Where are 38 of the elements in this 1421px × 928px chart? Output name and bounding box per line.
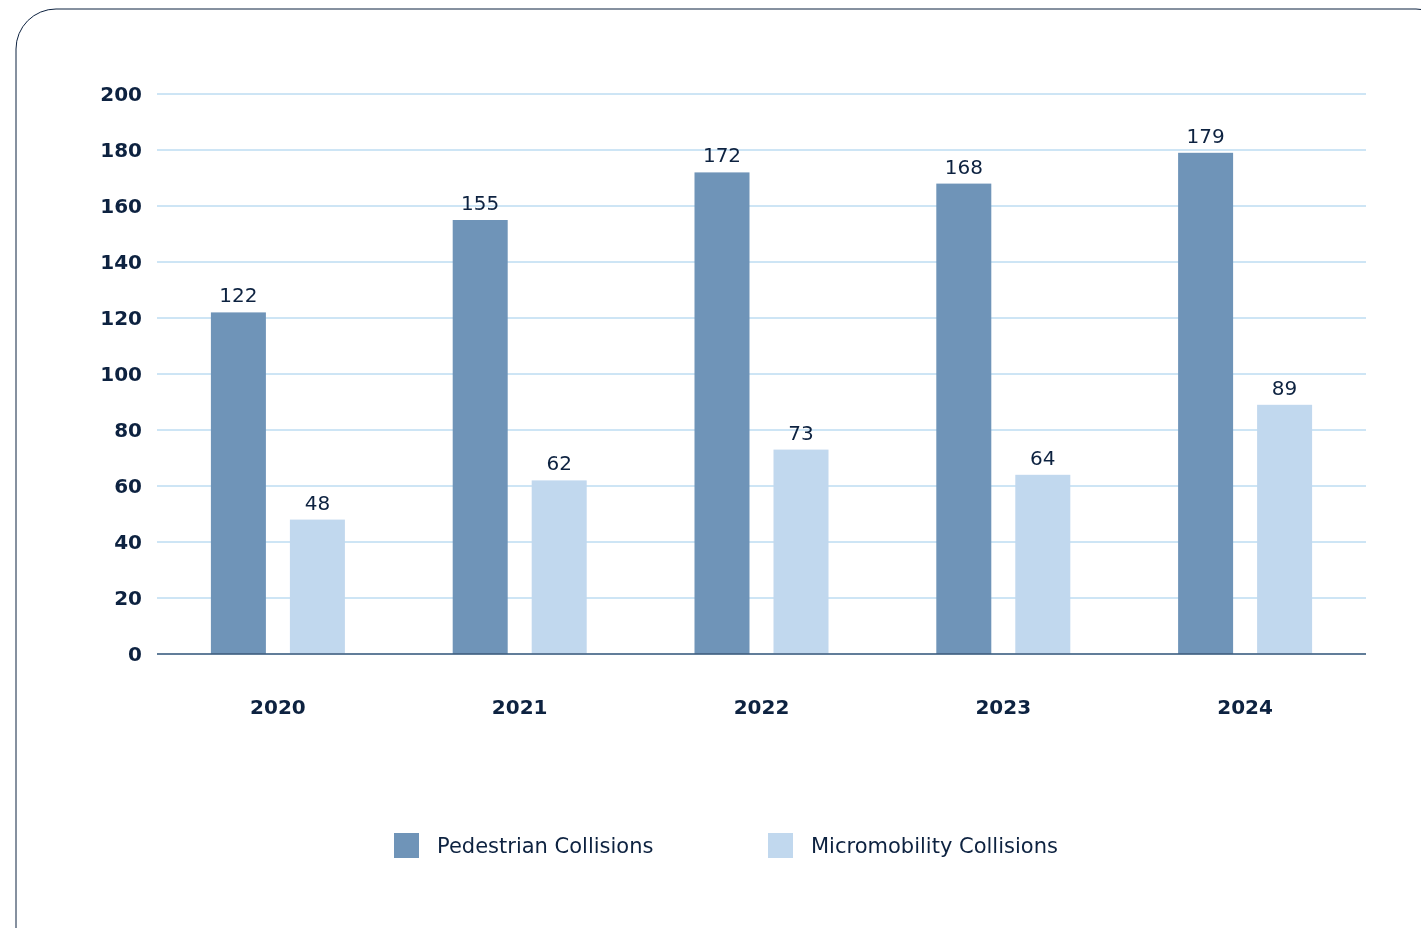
x-tick-label: 2023 bbox=[975, 695, 1032, 719]
bar bbox=[210, 312, 266, 654]
data-label: 179 bbox=[1186, 123, 1225, 148]
data-label: 168 bbox=[944, 154, 983, 179]
data-label: 155 bbox=[461, 191, 500, 215]
y-tick-label: 140 bbox=[100, 250, 142, 274]
x-tick-label: 2020 bbox=[250, 695, 306, 719]
x-tick-label: 2024 bbox=[1217, 695, 1273, 719]
legend-label: Pedestrian Collisions bbox=[437, 834, 654, 859]
y-tick-label: 120 bbox=[100, 306, 142, 330]
bar bbox=[289, 519, 345, 654]
bar bbox=[1257, 404, 1313, 654]
legend-label: Micromobility Collisions bbox=[811, 834, 1058, 859]
y-tick-label: 0 bbox=[128, 642, 142, 666]
data-label: 122 bbox=[219, 283, 258, 308]
bar bbox=[452, 220, 508, 654]
y-tick-label: 200 bbox=[100, 82, 142, 106]
data-label: 62 bbox=[546, 451, 572, 476]
data-label: 48 bbox=[304, 490, 331, 515]
y-tick-label: 100 bbox=[100, 362, 142, 386]
bar bbox=[1015, 474, 1071, 654]
data-label: 73 bbox=[788, 420, 814, 445]
data-label: 64 bbox=[1030, 445, 1056, 470]
bar bbox=[531, 480, 587, 654]
y-tick-label: 60 bbox=[114, 474, 142, 498]
y-tick-label: 80 bbox=[114, 418, 142, 442]
x-tick-label: 2022 bbox=[733, 695, 790, 719]
bar bbox=[773, 449, 829, 654]
data-label: 89 bbox=[1271, 375, 1298, 400]
data-label: 172 bbox=[702, 143, 742, 168]
y-tick-label: 20 bbox=[114, 586, 142, 610]
bar bbox=[694, 172, 750, 654]
bar bbox=[936, 183, 992, 654]
y-tick-label: 160 bbox=[100, 194, 142, 218]
bar bbox=[1178, 152, 1234, 654]
y-tick-label: 180 bbox=[100, 138, 142, 162]
y-tick-label: 40 bbox=[114, 530, 142, 554]
x-tick-label: 2021 bbox=[491, 695, 548, 719]
